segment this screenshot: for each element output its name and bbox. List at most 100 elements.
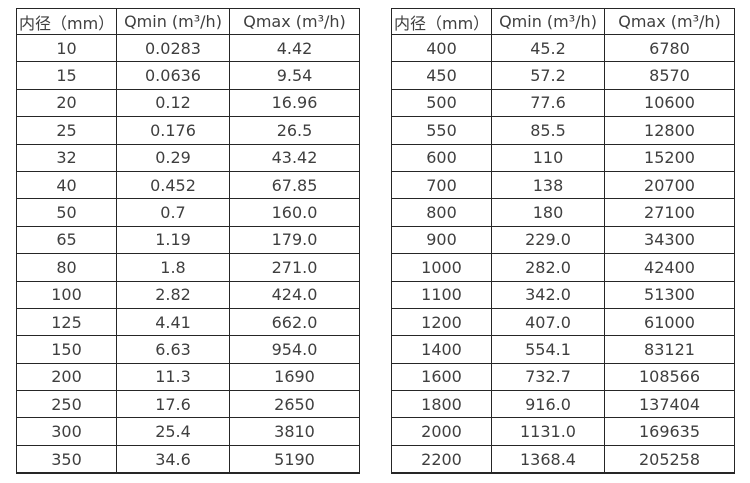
- table-row: 1000 282.0 42400: [391, 253, 735, 282]
- qmax-cell: 1690: [229, 362, 360, 392]
- diameter-cell: 32: [16, 143, 117, 172]
- diameter-cell: 100: [16, 280, 117, 309]
- table-row: 100 2.82 424.0: [16, 280, 360, 309]
- table-row: 150 6.63 954.0: [16, 335, 360, 364]
- flow-table-left: 内径（mm） Qmin (m³/h) Qmax (m³/h) 10 0.0283 4.4…: [16, 8, 360, 475]
- qmax-cell: 12800: [604, 116, 735, 145]
- header-qmax: Qmax (m³/h): [604, 8, 735, 35]
- qmax-cell: 26.5: [229, 116, 360, 145]
- header-qmin: Qmin (m³/h): [116, 8, 230, 35]
- qmin-cell: 0.29: [116, 143, 230, 172]
- table-row: 2000 1131.0 169635: [391, 417, 735, 446]
- diameter-cell: 900: [391, 225, 492, 255]
- table-row: 550 85.5 12800: [391, 116, 735, 145]
- diameter-cell: 250: [16, 390, 117, 419]
- qmax-cell: 424.0: [229, 280, 360, 309]
- table-row: 25 0.176 26.5: [16, 116, 360, 145]
- qmin-cell: 407.0: [491, 307, 605, 337]
- table-row: 80 1.8 271.0: [16, 253, 360, 282]
- qmin-cell: 17.6: [116, 390, 230, 419]
- qmax-cell: 3810: [229, 417, 360, 446]
- qmax-cell: 8570: [604, 61, 735, 90]
- header-qmin: Qmin (m³/h): [491, 8, 605, 35]
- qmax-cell: 9.54: [229, 61, 360, 90]
- qmax-cell: 16.96: [229, 88, 360, 118]
- qmin-cell: 0.0636: [116, 61, 230, 90]
- diameter-cell: 1000: [391, 253, 492, 282]
- table-row: 50 0.7 160.0: [16, 198, 360, 227]
- table-row: 40 0.452 67.85: [16, 170, 360, 200]
- diameter-cell: 40: [16, 170, 117, 200]
- qmin-cell: 1.8: [116, 253, 230, 282]
- qmax-cell: 83121: [604, 335, 735, 364]
- diameter-cell: 700: [391, 170, 492, 200]
- diameter-cell: 500: [391, 88, 492, 118]
- table-row: 2200 1368.4 205258: [391, 444, 735, 474]
- diameter-cell: 400: [391, 33, 492, 63]
- qmax-cell: 137404: [604, 390, 735, 419]
- header-qmax: Qmax (m³/h): [229, 8, 360, 35]
- diameter-cell: 80: [16, 253, 117, 282]
- diameter-cell: 600: [391, 143, 492, 172]
- qmax-cell: 179.0: [229, 225, 360, 255]
- table-row: 10 0.0283 4.42: [16, 33, 360, 63]
- table-row: 400 45.2 6780: [391, 33, 735, 63]
- qmin-cell: 34.6: [116, 444, 230, 474]
- qmin-cell: 0.176: [116, 116, 230, 145]
- qmin-cell: 282.0: [491, 253, 605, 282]
- diameter-cell: 1600: [391, 362, 492, 392]
- table-row: 800 180 27100: [391, 198, 735, 227]
- diameter-cell: 25: [16, 116, 117, 145]
- qmin-cell: 45.2: [491, 33, 605, 63]
- qmax-cell: 15200: [604, 143, 735, 172]
- table-row: 125 4.41 662.0: [16, 307, 360, 337]
- qmin-cell: 1.19: [116, 225, 230, 255]
- qmax-cell: 67.85: [229, 170, 360, 200]
- qmax-cell: 42400: [604, 253, 735, 282]
- qmax-cell: 51300: [604, 280, 735, 309]
- qmax-cell: 271.0: [229, 253, 360, 282]
- qmin-cell: 11.3: [116, 362, 230, 392]
- diameter-cell: 2200: [391, 444, 492, 474]
- qmax-cell: 27100: [604, 198, 735, 227]
- table-row: 20 0.12 16.96: [16, 88, 360, 118]
- header-row: 内径（mm） Qmin (m³/h) Qmax (m³/h): [16, 8, 360, 35]
- qmin-cell: 342.0: [491, 280, 605, 309]
- qmin-cell: 916.0: [491, 390, 605, 419]
- diameter-cell: 300: [16, 417, 117, 446]
- qmax-cell: 662.0: [229, 307, 360, 337]
- table-row: 1100 342.0 51300: [391, 280, 735, 309]
- table-row: 350 34.6 5190: [16, 444, 360, 474]
- qmax-cell: 2650: [229, 390, 360, 419]
- qmax-cell: 10600: [604, 88, 735, 118]
- table-row: 1600 732.7 108566: [391, 362, 735, 392]
- table-row: 700 138 20700: [391, 170, 735, 200]
- diameter-cell: 200: [16, 362, 117, 392]
- qmin-cell: 138: [491, 170, 605, 200]
- qmin-cell: 57.2: [491, 61, 605, 90]
- qmax-cell: 20700: [604, 170, 735, 200]
- qmin-cell: 554.1: [491, 335, 605, 364]
- qmin-cell: 229.0: [491, 225, 605, 255]
- header-row: 内径（mm） Qmin (m³/h) Qmax (m³/h): [391, 8, 735, 35]
- diameter-cell: 65: [16, 225, 117, 255]
- table-row: 900 229.0 34300: [391, 225, 735, 255]
- qmin-cell: 1368.4: [491, 444, 605, 474]
- qmax-cell: 205258: [604, 444, 735, 474]
- qmin-cell: 0.0283: [116, 33, 230, 63]
- qmin-cell: 110: [491, 143, 605, 172]
- qmax-cell: 169635: [604, 417, 735, 446]
- qmin-cell: 0.7: [116, 198, 230, 227]
- qmax-cell: 4.42: [229, 33, 360, 63]
- table-row: 15 0.0636 9.54: [16, 61, 360, 90]
- diameter-cell: 150: [16, 335, 117, 364]
- qmin-cell: 6.63: [116, 335, 230, 364]
- table-row: 250 17.6 2650: [16, 390, 360, 419]
- qmax-cell: 6780: [604, 33, 735, 63]
- flow-table-right: 内径（mm） Qmin (m³/h) Qmax (m³/h) 400 45.2 6780…: [391, 8, 735, 475]
- header-diameter: 内径（mm）: [16, 8, 117, 35]
- qmin-cell: 2.82: [116, 280, 230, 309]
- qmin-cell: 1131.0: [491, 417, 605, 446]
- qmin-cell: 180: [491, 198, 605, 227]
